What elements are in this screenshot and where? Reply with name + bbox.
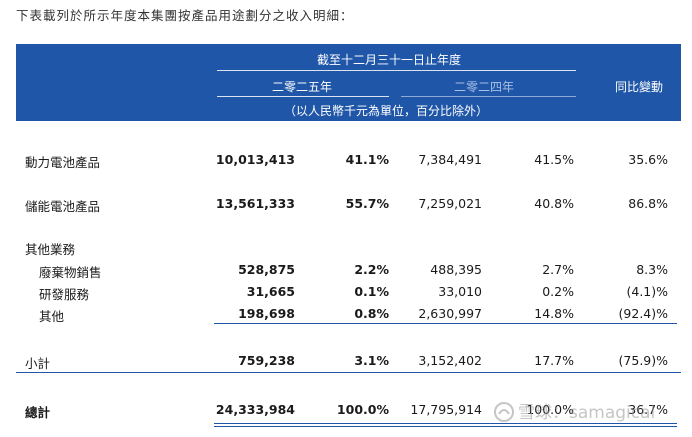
watermark: 雪球：samagical	[518, 403, 656, 423]
percent-2025: 41.1%	[345, 152, 389, 167]
yoy-change: 86.8%	[628, 196, 668, 211]
row-label: 動力電池產品	[25, 155, 101, 170]
value-2025: 13,561,333	[215, 196, 295, 211]
value-2024: 33,010	[438, 284, 482, 299]
yoy-change: (75.9)%	[618, 353, 668, 368]
row-label: 小計	[25, 356, 51, 371]
value-2025: 24,333,984	[215, 402, 295, 417]
header-rule-top	[217, 70, 576, 71]
row-label: 廢棄物銷售	[39, 265, 102, 280]
percent-2024: 0.2%	[542, 284, 574, 299]
value-2024: 488,395	[430, 262, 482, 277]
value-2025: 10,013,413	[215, 152, 295, 167]
percent-2024: 40.8%	[534, 196, 574, 211]
value-2024: 2,630,997	[418, 306, 482, 321]
yoy-change: 35.6%	[628, 152, 668, 167]
year-2025-header: 二零二五年	[272, 80, 333, 94]
percent-2025: 3.1%	[354, 353, 389, 368]
header-rule-2024	[401, 96, 576, 97]
row-label: 總計	[25, 405, 51, 420]
percent-2024: 14.8%	[534, 306, 574, 321]
row-label: 儲能電池產品	[25, 199, 101, 214]
value-2025: 528,875	[238, 262, 295, 277]
row-label: 其他	[39, 309, 65, 324]
value-2024: 7,384,491	[418, 152, 482, 167]
percent-2024: 17.7%	[534, 353, 574, 368]
percent-2025: 0.8%	[354, 306, 389, 321]
value-2025: 759,238	[238, 353, 295, 368]
total-rule-top	[16, 372, 681, 373]
yoy-change: (4.1)%	[626, 284, 668, 299]
total-rule-bottom-double	[214, 426, 677, 427]
units-note: （以人民幣千元為單位，百分比除外）	[284, 104, 489, 118]
percent-2025: 55.7%	[345, 196, 389, 211]
period-title: 截至十二月三十一日止年度	[317, 53, 462, 67]
percent-2025: 2.2%	[354, 262, 389, 277]
value-2025: 198,698	[238, 306, 295, 321]
value-2024: 17,795,914	[410, 402, 482, 417]
total-rule-bottom	[214, 423, 677, 424]
percent-2024: 41.5%	[534, 152, 574, 167]
value-2024: 7,259,021	[418, 196, 482, 211]
value-2024: 3,152,402	[418, 353, 482, 368]
row-label: 其他業務	[25, 242, 76, 257]
percent-2024: 100.0%	[526, 402, 574, 417]
header-rule-2025	[217, 96, 389, 97]
value-2025: 31,665	[246, 284, 295, 299]
yoy-change: (92.4)%	[618, 306, 668, 321]
yoy-change: 8.3%	[636, 262, 668, 277]
yoy-change: 36.7%	[628, 402, 668, 417]
table-header: 截至十二月三十一日止年度 二零二五年 二零二四年 同比變動 （以人民幣千元為單位…	[16, 44, 681, 121]
subtotal-rule	[214, 323, 677, 324]
year-2024-header: 二零二四年	[454, 80, 515, 94]
percent-2025: 100.0%	[336, 402, 389, 417]
percent-2025: 0.1%	[354, 284, 389, 299]
watermark-logo-icon	[494, 402, 514, 422]
percent-2024: 2.7%	[542, 262, 574, 277]
row-label: 研發服務	[39, 287, 90, 302]
intro-text: 下表載列於所示年度本集團按產品用途劃分之收入明細：	[16, 8, 354, 23]
yoy-header: 同比變動	[615, 80, 664, 94]
